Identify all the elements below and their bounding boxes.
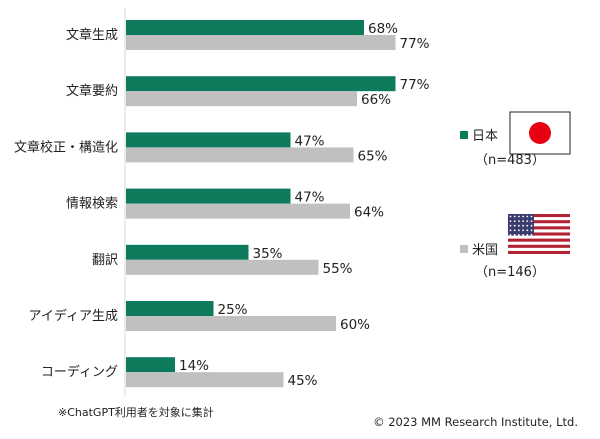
data-label: 65% (358, 148, 388, 164)
data-label: 66% (361, 92, 391, 108)
bar-japan (126, 188, 291, 204)
bar-usa (126, 203, 350, 219)
data-label: 64% (354, 205, 384, 221)
category-label: 文章校正・構造化 (14, 139, 118, 155)
data-label: 14% (179, 358, 209, 374)
category-label: 情報検索 (66, 197, 118, 212)
bar-japan (126, 20, 364, 35)
legend-swatch-japan (460, 131, 468, 139)
usa-flag-icon (508, 214, 570, 254)
data-label: 35% (253, 246, 283, 262)
bar-japan (126, 132, 291, 148)
bar-usa (126, 91, 357, 107)
japan-flag-icon (509, 111, 571, 155)
legend-swatch-usa (460, 245, 468, 253)
data-label: 77% (400, 36, 430, 52)
legend-label-japan: 日本 (472, 129, 498, 144)
bar-usa (126, 147, 354, 163)
legend-sample-japan: （n=483） (475, 153, 545, 168)
category-label: 文章生成 (66, 27, 118, 43)
data-label: 60% (340, 317, 370, 333)
data-label: 25% (218, 302, 248, 318)
legend-label-usa: 米国 (472, 243, 498, 258)
bar-japan (126, 357, 175, 373)
data-label: 68% (368, 21, 398, 37)
bar-japan (126, 301, 214, 316)
category-label: アイディア生成 (29, 308, 118, 324)
legend-sample-usa: （n=146） (475, 265, 545, 280)
bar-japan (126, 244, 249, 260)
legend-usa: 米国 （n=146） (460, 214, 570, 280)
data-label: 47% (295, 133, 325, 149)
bar-japan (126, 76, 396, 92)
data-label: 77% (400, 77, 430, 93)
data-label: 45% (288, 373, 318, 389)
legend-japan: 日本 （n=483） (460, 111, 571, 168)
data-label: 55% (323, 261, 353, 277)
data-label: 47% (295, 190, 325, 206)
bar-usa (126, 35, 396, 50)
category-label: コーディング (41, 364, 118, 380)
bar-usa (126, 316, 336, 331)
category-label: 翻訳 (92, 253, 118, 268)
category-label: 文章要約 (66, 83, 118, 99)
footnote: ※ChatGPT利用者を対象に集計 (58, 406, 214, 419)
bar-usa (126, 372, 284, 388)
copyright: © 2023 MM Research Institute, Ltd. (373, 415, 578, 429)
bar-usa (126, 259, 319, 275)
